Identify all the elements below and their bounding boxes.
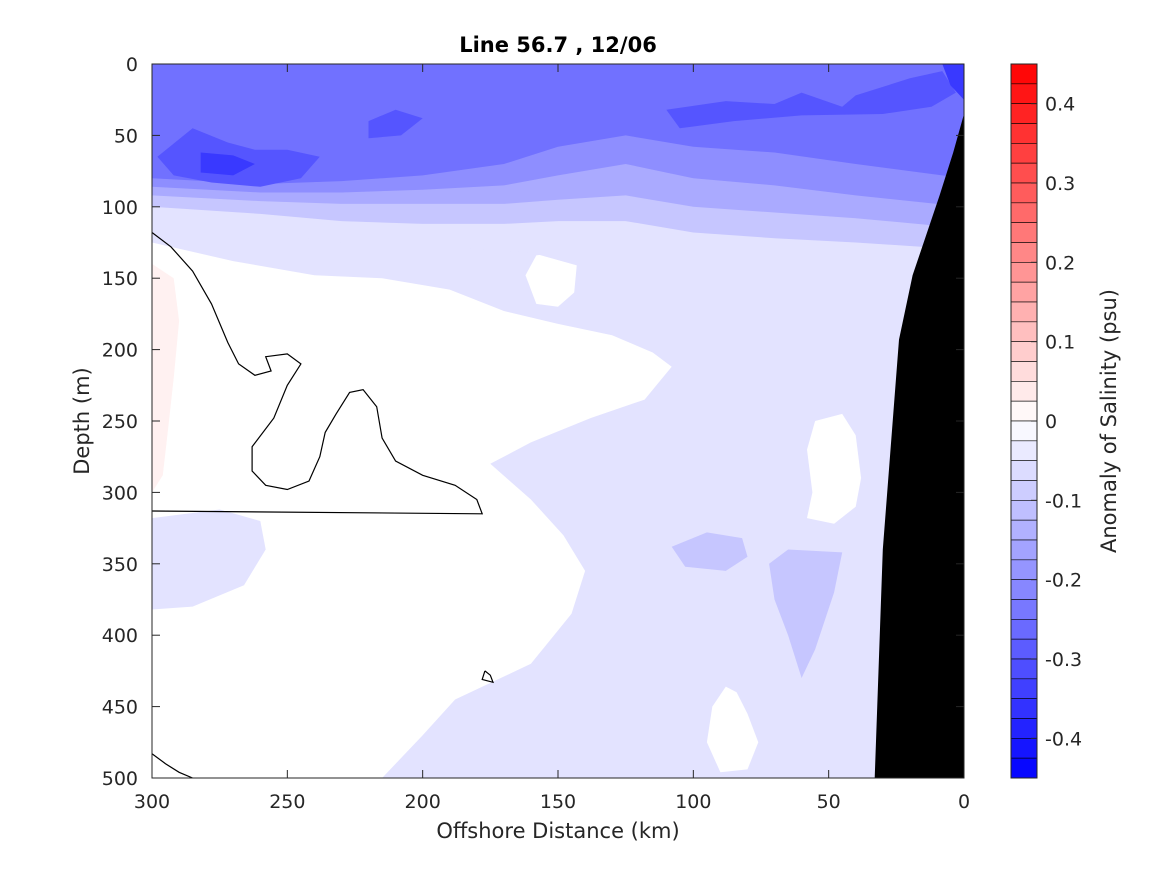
x-tick-label: 200	[405, 791, 441, 813]
colorbar-segment	[1010, 143, 1038, 164]
anomaly-band	[666, 71, 956, 129]
x-tick-label: 50	[817, 791, 841, 813]
colorbar-segment	[1010, 123, 1038, 144]
colorbar-segment	[1010, 539, 1038, 561]
y-tick-label: 300	[102, 482, 138, 504]
colorbar-segment	[1010, 202, 1038, 223]
x-tick-label: 150	[540, 791, 576, 813]
x-tick-label: 250	[269, 791, 305, 813]
anomaly-band	[368, 109, 423, 139]
colorbar-segment	[1010, 262, 1038, 283]
anomaly-band	[152, 263, 180, 493]
x-tick-label: 0	[958, 791, 970, 813]
colorbar-tick-label: -0.1	[1045, 490, 1082, 512]
y-tick-label: 0	[126, 54, 138, 76]
y-tick-label: 150	[102, 268, 138, 290]
colorbar-segment	[1010, 162, 1038, 184]
colorbar-segment	[1010, 757, 1038, 779]
y-tick-label: 100	[102, 197, 138, 219]
colorbar-segment	[1010, 103, 1038, 124]
bathymetry	[874, 64, 964, 778]
colorbar-segment	[1010, 738, 1038, 759]
anomaly-band	[706, 686, 759, 773]
anomaly-band	[671, 532, 748, 571]
colorbar-label: Anomaly of Salinity (psu)	[1097, 289, 1121, 553]
x-tick-label: 300	[134, 791, 170, 813]
y-tick-label: 250	[102, 411, 138, 433]
plot-area	[152, 64, 964, 778]
colorbar-tick-label: 0.2	[1045, 252, 1075, 274]
anomaly-band	[152, 64, 964, 184]
colorbar-segment	[1010, 678, 1038, 699]
colorbar-segment	[1010, 579, 1038, 600]
anomaly-band	[942, 64, 964, 100]
colorbar-segment	[1010, 619, 1038, 640]
zero-contour-lines	[152, 232, 494, 778]
colorbar-segment	[1010, 460, 1038, 481]
x-axis-ticks: 300 250 200 150 100 50 0	[134, 64, 970, 813]
chart-title: Line 56.7 , 12/06	[459, 33, 657, 57]
anomaly-band	[525, 252, 577, 307]
zero-contour-line	[152, 232, 484, 515]
colorbar-tick-label: -0.3	[1045, 649, 1082, 671]
anomaly-band	[200, 152, 255, 176]
colorbar-tick-label: 0.4	[1045, 94, 1075, 116]
colorbar-segment	[1010, 381, 1038, 402]
y-tick-label: 200	[102, 340, 138, 362]
colorbar-segment	[1010, 182, 1038, 204]
colorbar-segment	[1010, 638, 1038, 660]
colorbar-segment	[1010, 63, 1038, 85]
colorbar-segment	[1010, 480, 1038, 501]
colorbar-tick-label: 0.3	[1045, 173, 1075, 195]
colorbar-segment	[1010, 242, 1038, 263]
colorbar-segment	[1010, 599, 1038, 620]
colorbar-segment	[1010, 698, 1038, 719]
anomaly-band	[769, 549, 843, 678]
zero-contour-line	[152, 753, 193, 778]
colorbar-segment	[1010, 301, 1038, 323]
colorbar-segment	[1010, 281, 1038, 303]
anomaly-bands	[152, 64, 964, 778]
anomaly-band	[152, 509, 266, 610]
y-tick-label: 400	[102, 625, 138, 647]
anomaly-band	[152, 242, 672, 778]
x-axis-label: Offshore Distance (km)	[436, 819, 679, 843]
bathymetry-layer	[874, 64, 964, 778]
colorbar: 0.4 0.3 0.2 0.1 0 -0.1 -0.2 -0.3 -0.4	[1010, 63, 1082, 779]
y-axis-ticks: 0 50 100 150 200 250 300 350 400 450 500	[102, 54, 964, 790]
colorbar-segment	[1010, 321, 1038, 342]
y-axis-label: Depth (m)	[70, 367, 94, 474]
colorbar-segment	[1010, 361, 1038, 382]
colorbar-segment	[1010, 341, 1038, 362]
colorbar-segment	[1010, 222, 1038, 243]
anomaly-band	[807, 413, 862, 524]
y-tick-label: 500	[102, 768, 138, 790]
colorbar-segment	[1010, 420, 1038, 442]
colorbar-segment	[1010, 400, 1038, 422]
y-tick-label: 350	[102, 554, 138, 576]
colorbar-segment	[1010, 519, 1038, 541]
colorbar-tick-label: 0.1	[1045, 332, 1075, 354]
colorbar-segment	[1010, 500, 1038, 521]
colorbar-segment	[1010, 658, 1038, 680]
y-tick-label: 450	[102, 697, 138, 719]
colorbar-tick-label: 0	[1045, 411, 1057, 433]
colorbar-segment	[1010, 559, 1038, 580]
colorbar-tick-label: -0.2	[1045, 570, 1082, 592]
colorbar-segment	[1010, 83, 1038, 104]
y-tick-label: 50	[114, 125, 138, 147]
colorbar-segment	[1010, 718, 1038, 739]
x-tick-label: 100	[675, 791, 711, 813]
zero-contour-line	[481, 670, 494, 684]
colorbar-segment	[1010, 440, 1038, 461]
colorbar-tick-label: -0.4	[1045, 728, 1082, 750]
